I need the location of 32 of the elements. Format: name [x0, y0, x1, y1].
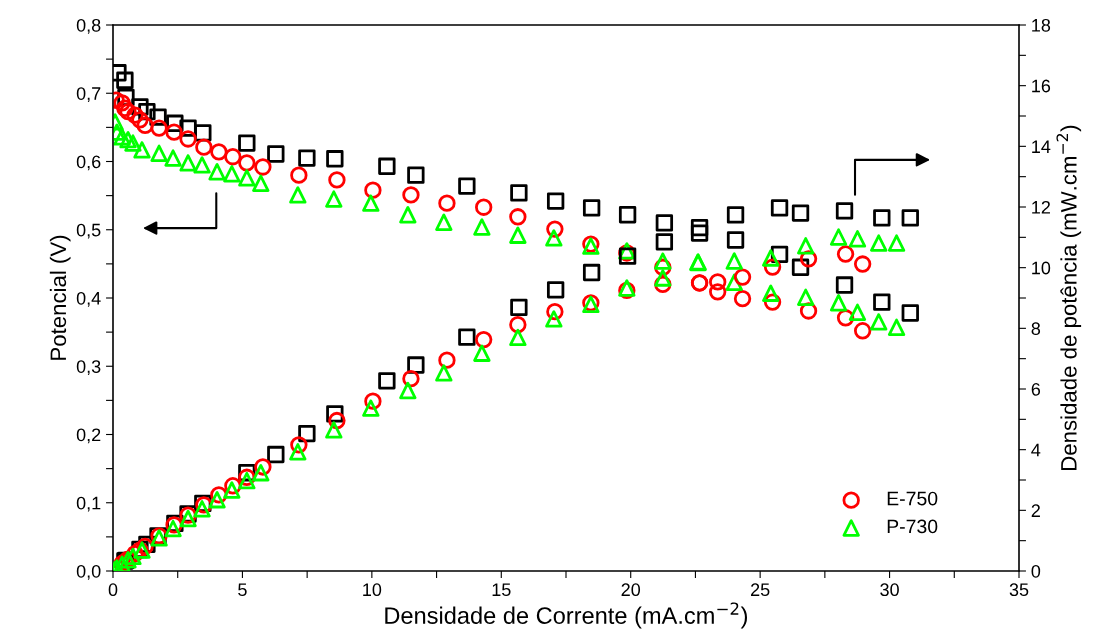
y-axis-title: Potencial (V) — [49, 235, 71, 360]
y-tick-label: 0,8 — [76, 18, 101, 34]
y-tick-label: 0,1 — [76, 496, 101, 512]
y-tick-label: 0,2 — [76, 428, 101, 444]
y2-tick-label: 12 — [1032, 200, 1050, 214]
legend-label: E-750 — [887, 491, 938, 506]
y2-tick-label: 16 — [1032, 79, 1051, 93]
x-axis-title: Densidade de Corrente (mA.cm$^{−2}$) — [385, 602, 748, 629]
y2-tick-label: 10 — [1032, 261, 1051, 275]
y2-tick-label: 6 — [1031, 382, 1041, 396]
y2-axis-title: Densidade de potência (mW.cm$^{−2}$) — [1056, 125, 1082, 470]
x-tick-label: 5 — [238, 583, 247, 597]
y2-tick-label: 14 — [1032, 140, 1051, 153]
y2-tick-label: 18 — [1032, 18, 1051, 32]
y-tick-label: 0,0 — [76, 564, 101, 580]
y-tick-label: 0,3 — [76, 360, 101, 376]
y2-tick-label: 4 — [1031, 443, 1041, 457]
y2-tick-label: 0 — [1031, 564, 1041, 578]
x-tick-label: 15 — [492, 583, 511, 597]
x-tick-label: 0 — [108, 583, 118, 597]
x-tick-label: 35 — [1009, 583, 1029, 597]
y-tick-label: 0,6 — [76, 155, 101, 171]
x-tick-label: 25 — [751, 583, 770, 597]
x-tick-label: 10 — [363, 583, 382, 597]
y-tick-label: 0,5 — [76, 223, 101, 239]
y2-tick-label: 8 — [1031, 322, 1041, 336]
y-tick-label: 0,7 — [76, 87, 101, 103]
y2-tick-label: 2 — [1031, 504, 1040, 517]
x-tick-label: 20 — [621, 583, 641, 597]
y-tick-label: 0,4 — [76, 291, 101, 307]
x-tick-label: 30 — [880, 583, 899, 597]
legend-label: P-730 — [887, 519, 938, 534]
